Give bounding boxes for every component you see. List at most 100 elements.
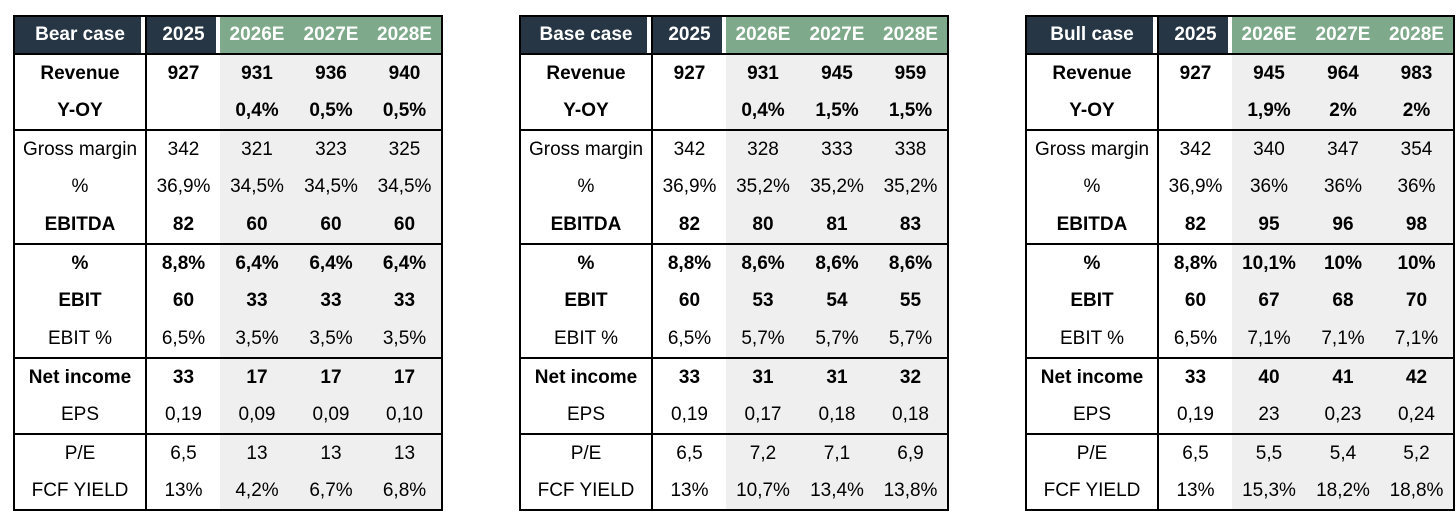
value-cell: 7,1: [800, 434, 874, 472]
value-cell: 927: [1179, 62, 1212, 84]
table-row: EBITDA 82 60 60 60: [14, 206, 442, 245]
value-cell: 41: [1306, 358, 1380, 396]
row-label: EBIT %: [1026, 320, 1159, 359]
value-cell: 70: [1380, 282, 1454, 320]
value-cell: 95: [1232, 206, 1306, 245]
table-title: Base case: [520, 16, 653, 55]
table-row: EBITDA 82 80 81 83: [520, 206, 948, 245]
value-cell: 10%: [1380, 244, 1454, 282]
table-row: EPS 0,19 0,17 0,18 0,18: [520, 396, 948, 435]
table-row: P/E 6,5 13 13 13: [14, 434, 442, 472]
value-cell: 321: [220, 130, 294, 168]
value-cell: 7,2: [726, 434, 800, 472]
row-label: EPS: [14, 396, 147, 435]
value-cell: 10%: [1306, 244, 1380, 282]
row-label: EBITDA: [1026, 206, 1159, 245]
value-cell: 36,9%: [156, 176, 211, 197]
value-cell: 7,1%: [1306, 320, 1380, 359]
column-header-2028e: 2028E: [874, 16, 948, 55]
table-row: % 36,9% 36% 36% 36%: [1026, 168, 1454, 206]
value-cell: 8,6%: [726, 244, 800, 282]
value-cell: 931: [220, 54, 294, 92]
row-label: %: [14, 244, 147, 282]
row-label: EBITDA: [14, 206, 147, 245]
value-cell: 81: [800, 206, 874, 245]
table-row: P/E 6,5 7,2 7,1 6,9: [520, 434, 948, 472]
row-label: Revenue: [1026, 54, 1159, 92]
table-row: EPS 0,19 0,09 0,09 0,10: [14, 396, 442, 435]
header-row: Bull case 2025 2026E 2027E 2028E: [1026, 16, 1454, 55]
value-cell: 60: [220, 206, 294, 245]
row-label: EPS: [520, 396, 653, 435]
table-row: % 8,8% 6,4% 6,4% 6,4%: [14, 244, 442, 282]
table-title: Bull case: [1026, 16, 1159, 55]
value-cell: 35,2%: [874, 168, 948, 206]
value-cell: 34,5%: [220, 168, 294, 206]
value-cell: 7,1%: [1232, 320, 1306, 359]
value-cell: 33: [220, 282, 294, 320]
row-label: FCF YIELD: [1026, 472, 1159, 510]
value-cell: 33: [294, 282, 368, 320]
table-row: FCF YIELD 13% 4,2% 6,7% 6,8%: [14, 472, 442, 510]
value-cell: [1158, 92, 1232, 131]
value-cell: 323: [294, 130, 368, 168]
row-label: Revenue: [14, 54, 147, 92]
row-label: Net income: [520, 358, 653, 396]
value-cell: 5,7%: [874, 320, 948, 359]
value-cell: 5,2: [1380, 434, 1454, 472]
value-cell: 936: [294, 54, 368, 92]
value-cell: 342: [673, 138, 706, 160]
table-row: EBIT % 6,5% 5,7% 5,7% 5,7%: [520, 320, 948, 359]
value-cell: 42: [1380, 358, 1454, 396]
value-cell: 0,09: [294, 396, 368, 435]
row-label: %: [1026, 168, 1159, 206]
value-cell: 0,5%: [294, 92, 368, 131]
value-cell: 5,7%: [800, 320, 874, 359]
row-label: Net income: [14, 358, 147, 396]
value-cell: 328: [726, 130, 800, 168]
value-cell: 5,7%: [726, 320, 800, 359]
value-cell: 40: [1232, 358, 1306, 396]
value-cell: 0,18: [874, 396, 948, 435]
value-cell: 34,5%: [368, 168, 442, 206]
row-label: P/E: [1026, 434, 1159, 472]
value-cell: 13%: [670, 479, 709, 501]
value-cell: 342: [167, 138, 200, 160]
bear-case-table: Bear case 2025 2026E 2027E 2028E Revenue…: [13, 15, 443, 511]
value-cell: 13%: [164, 479, 203, 501]
value-cell: 33: [1184, 366, 1207, 388]
value-cell: 0,10: [368, 396, 442, 435]
value-cell: 60: [678, 290, 701, 311]
value-cell: 35,2%: [726, 168, 800, 206]
value-cell: 8,8%: [667, 252, 712, 274]
column-header-2027e: 2027E: [294, 16, 368, 55]
header-row: Bear case 2025 2026E 2027E 2028E: [14, 16, 442, 55]
row-label: EBIT %: [14, 320, 147, 359]
column-header-2028e: 2028E: [1380, 16, 1454, 55]
value-cell: 0,4%: [220, 92, 294, 131]
value-cell: 927: [673, 62, 706, 84]
table-row: EBITDA 82 95 96 98: [1026, 206, 1454, 245]
value-cell: 36%: [1380, 168, 1454, 206]
value-cell: 36%: [1306, 168, 1380, 206]
value-cell: 36,9%: [1168, 176, 1223, 197]
value-cell: 10,1%: [1232, 244, 1306, 282]
row-label: %: [520, 168, 653, 206]
row-label: EPS: [1026, 396, 1159, 435]
value-cell: 6,5%: [1158, 320, 1232, 359]
value-cell: 8,6%: [874, 244, 948, 282]
value-cell: [652, 92, 726, 131]
row-label: EBIT: [520, 282, 653, 320]
table-row: Y-OY 1,9% 2% 2%: [1026, 92, 1454, 131]
row-label: FCF YIELD: [520, 472, 653, 510]
row-label: Y-OY: [14, 92, 147, 131]
value-cell: 60: [172, 290, 195, 311]
table-row: Y-OY 0,4% 0,5% 0,5%: [14, 92, 442, 131]
value-cell: 80: [726, 206, 800, 245]
value-cell: 54: [800, 282, 874, 320]
column-header-2026e: 2026E: [1232, 16, 1306, 55]
value-cell: 35,2%: [800, 168, 874, 206]
value-cell: 342: [1179, 138, 1212, 160]
value-cell: 60: [294, 206, 368, 245]
value-cell: 6,7%: [294, 472, 368, 510]
